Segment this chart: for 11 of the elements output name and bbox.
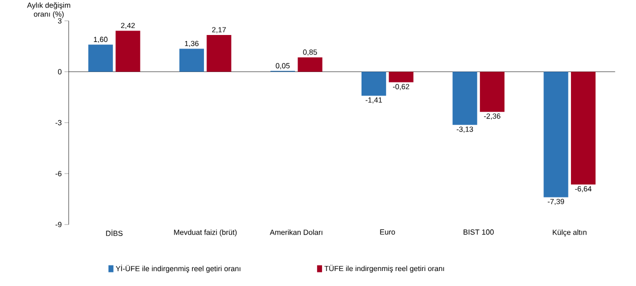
bar bbox=[88, 44, 113, 72]
bar bbox=[388, 72, 414, 82]
bar bbox=[179, 48, 204, 72]
bar bbox=[298, 57, 322, 72]
bar bbox=[452, 72, 478, 125]
bar bbox=[362, 72, 386, 96]
bar bbox=[544, 72, 568, 198]
bar bbox=[570, 72, 596, 184]
bar bbox=[206, 34, 232, 72]
bar bbox=[480, 72, 504, 112]
bar bbox=[116, 30, 140, 72]
